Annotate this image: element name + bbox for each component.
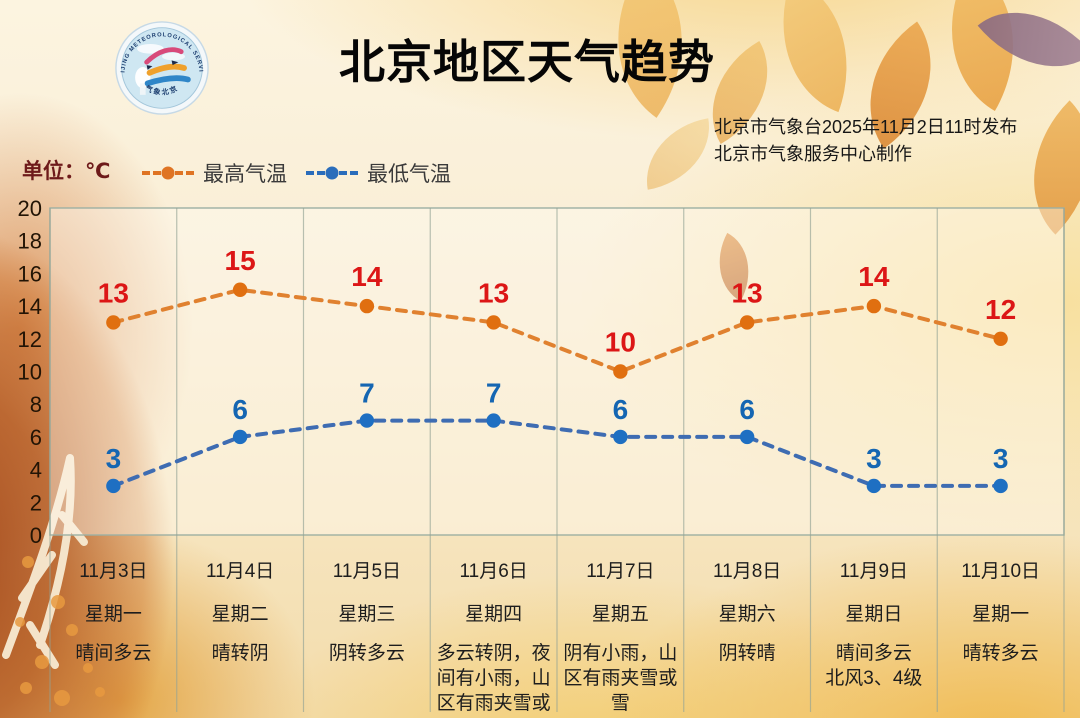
page-title: 北京地区天气趋势 [339, 36, 715, 88]
weather-label: 多云转阴，夜间有小雨，山区有雨夹雪或雪 [436, 643, 551, 715]
weather-label: 阴有小雨，山区有雨夹雪或雪 [563, 643, 678, 715]
date-label: 11月10日 [961, 561, 1041, 582]
high-temp-value-label: 13 [478, 277, 509, 308]
x-axis-column: 11月8日星期六阴转晴 [684, 550, 811, 718]
high-temp-value-label: 15 [225, 245, 256, 276]
high-temp-marker [866, 298, 882, 314]
high-temp-marker [359, 298, 375, 314]
y-axis-tick-label: 10 [18, 360, 42, 385]
high-temp-value-label: 14 [351, 261, 383, 292]
meteorological-service-logo: BEIJING METEOROLOGICAL SERVICE 气象北京 [114, 20, 209, 115]
date-label: 11月8日 [712, 561, 782, 582]
low-temp-marker [866, 478, 882, 494]
x-axis-column: 11月9日星期日晴间多云 北风3、4级 [811, 550, 938, 718]
x-axis-column: 11月3日星期一晴间多云 [50, 550, 177, 718]
high-temp-marker [739, 315, 755, 330]
low-temp-value-label: 6 [232, 394, 248, 425]
high-temp-value-label: 14 [858, 261, 890, 292]
logo-swoosh-blue [144, 75, 191, 87]
low-temp-line-icon [306, 166, 358, 180]
low-temp-line [111, 418, 1003, 488]
issued-line2: 北京市气象服务中心制作 [714, 143, 912, 164]
low-temp-marker [232, 429, 248, 445]
y-axis-tick-label: 16 [18, 261, 42, 286]
low-temp-marker [613, 429, 628, 445]
branch-decoration [2, 454, 105, 706]
weekday-label: 星期日 [845, 604, 903, 625]
date-label: 11月6日 [459, 561, 528, 582]
weather-label: 晴间多云 北风3、4级 [825, 643, 923, 690]
y-axis-tick-label: 18 [18, 229, 42, 254]
low-temp-value-label: 7 [486, 378, 502, 409]
logo-swoosh-red [144, 47, 184, 65]
low-temp-value-label: 3 [106, 443, 122, 474]
weather-label: 晴转阴 [211, 643, 269, 664]
weather-label: 阴转晴 [718, 643, 776, 664]
high-temp-marker [993, 331, 1008, 346]
high-temp-value-label: 12 [985, 294, 1016, 325]
y-axis-tick-label: 14 [18, 294, 42, 319]
y-axis-tick-label: 8 [30, 392, 42, 417]
low-temp-value-label: 6 [613, 394, 629, 425]
x-axis-column: 11月7日星期五阴有小雨，山区有雨夹雪或雪 [557, 550, 684, 718]
weather-label: 晴间多云 [75, 643, 152, 664]
issued-info: 北京市气象台2025年11月2日11时发布 北京市气象服务中心制作 [714, 114, 1017, 167]
legend-item-high: 最高气温 [142, 158, 287, 188]
high-temp-value-label: 13 [732, 277, 763, 308]
date-label: 11月3日 [79, 561, 148, 582]
y-axis-tick-label: 12 [18, 327, 42, 352]
high-temp-value-label: 10 [605, 327, 636, 358]
weekday-label: 星期一 [84, 604, 142, 625]
high-temp-marker [613, 364, 628, 379]
legend-item-low: 最低气温 [306, 158, 451, 188]
unit-label: 单位：℃ [22, 160, 111, 183]
weekday-label: 星期一 [972, 604, 1030, 625]
y-axis-tick-label: 2 [30, 490, 42, 515]
x-axis-column: 11月5日星期三阴转多云 [304, 550, 431, 718]
weather-label: 晴转多云 [962, 643, 1039, 664]
y-axis-tick-label: 6 [30, 425, 42, 450]
high-temp-line [111, 287, 1003, 374]
x-axis-column: 11月10日 星期一晴转多云 [937, 550, 1064, 718]
y-axis-tick-label: 4 [30, 458, 42, 483]
issued-line1: 北京市气象台2025年11月2日11时发布 [714, 117, 1018, 137]
y-axis-tick-label: 0 [30, 523, 42, 548]
date-label: 11月4日 [205, 561, 275, 582]
high-temp-marker [106, 315, 121, 330]
low-temp-value-label: 6 [739, 394, 755, 425]
date-label: 11月5日 [332, 561, 402, 582]
low-temp-marker [993, 478, 1008, 494]
low-temp-marker [739, 429, 755, 445]
low-temp-value-label: 3 [993, 443, 1009, 474]
date-label: 11月9日 [839, 561, 909, 582]
logo-swoosh-orange [146, 63, 187, 76]
y-axis-tick-label: 20 [18, 196, 42, 221]
weekday-label: 星期二 [211, 604, 269, 625]
low-temp-value-label: 3 [866, 443, 882, 474]
high-temp-marker [486, 315, 501, 330]
weekday-label: 星期六 [718, 604, 776, 625]
weekday-label: 星期五 [591, 604, 649, 625]
legend-label-low: 最低气温 [367, 163, 451, 186]
low-temp-marker [359, 413, 375, 428]
x-axis-column: 11月4日星期二晴转阴 [177, 550, 304, 718]
high-temp-value-label: 13 [98, 277, 129, 308]
low-temp-marker [486, 413, 501, 428]
high-temp-line-icon [142, 166, 194, 180]
low-temp-marker [106, 478, 121, 494]
weather-label: 阴转多云 [328, 643, 405, 664]
x-axis-labels: 11月3日 星期一 晴间多云 11月4日 星期二 晴转阴 11月5日 星期三 阴转多云 11月6日… [50, 550, 1064, 718]
high-temp-marker [232, 282, 248, 297]
weekday-label: 星期四 [465, 604, 523, 625]
low-temp-value-label: 7 [359, 378, 375, 409]
date-label: 11月7日 [586, 561, 655, 582]
weekday-label: 星期三 [338, 604, 396, 625]
legend-label-high: 最高气温 [203, 163, 287, 186]
